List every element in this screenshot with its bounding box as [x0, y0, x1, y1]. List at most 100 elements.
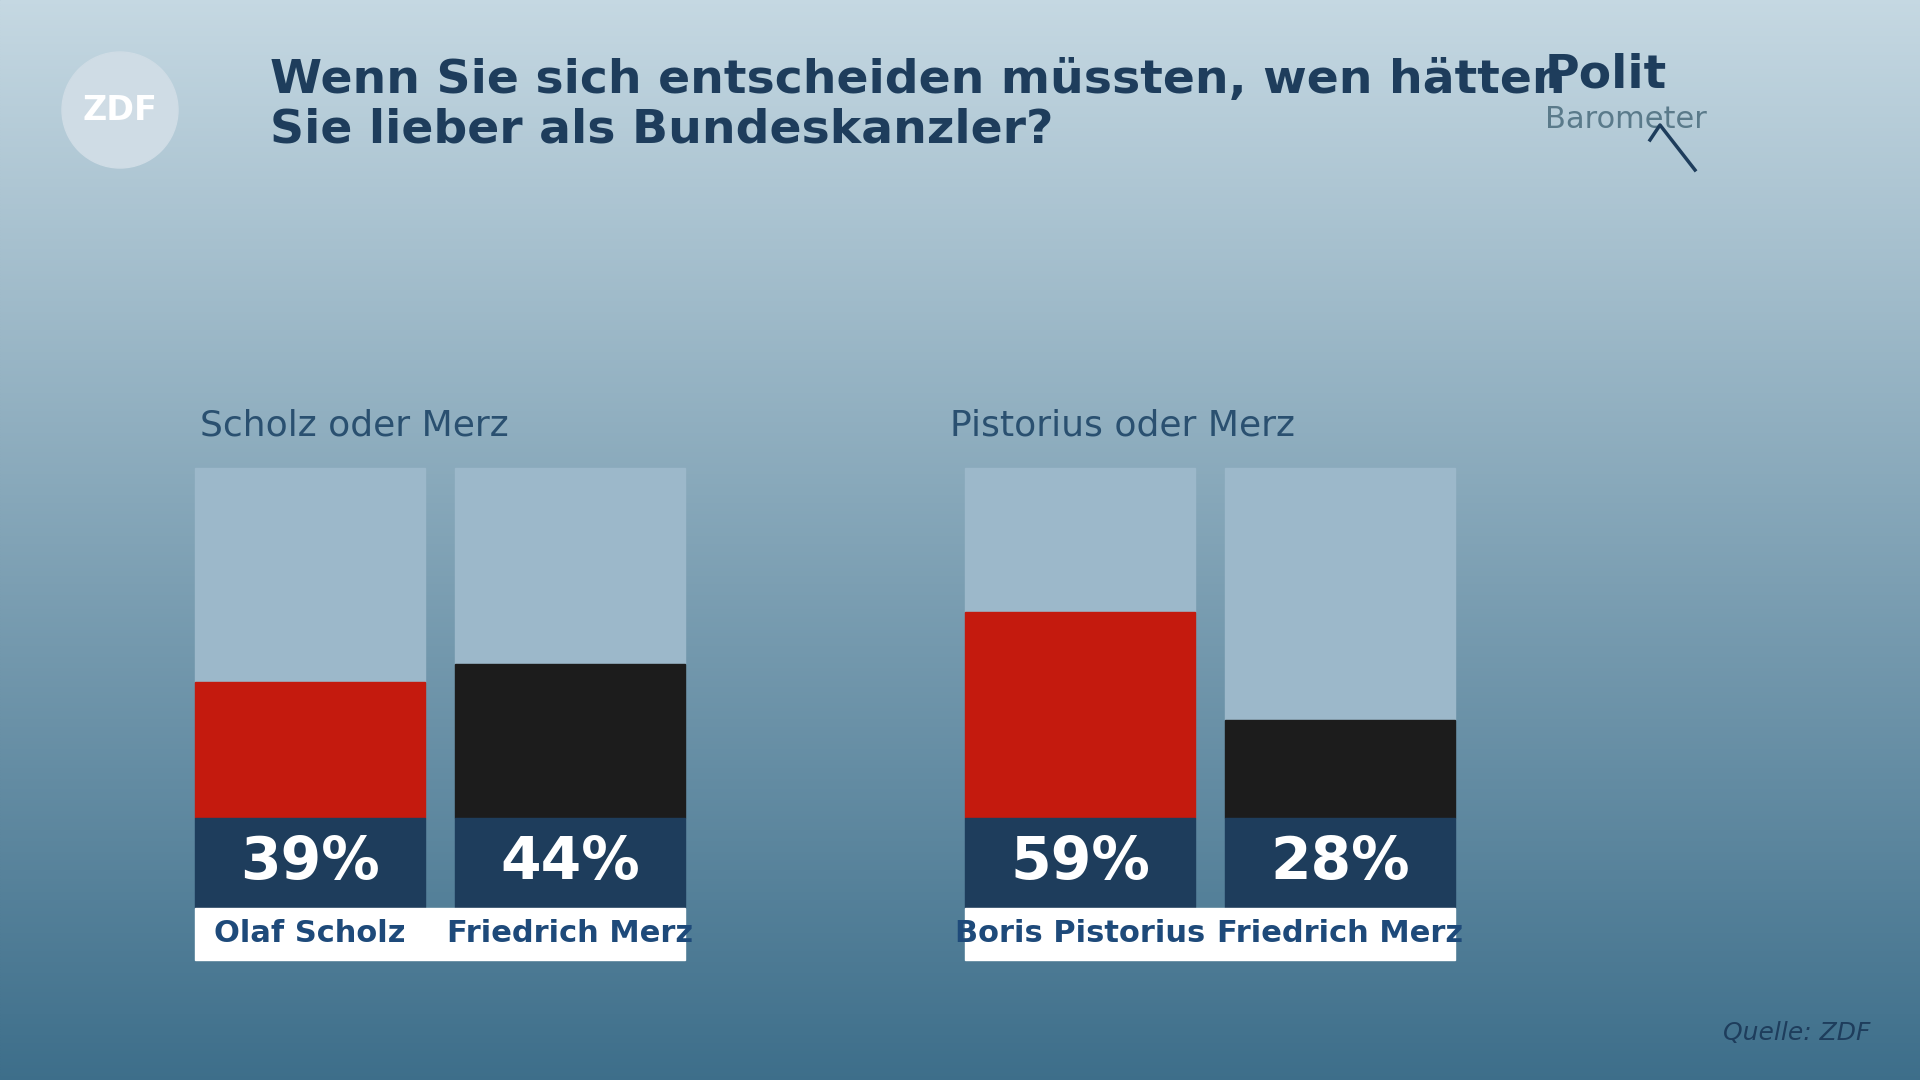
Bar	[0, 473, 1920, 475]
Bar	[0, 203, 1920, 205]
Bar	[0, 348, 1920, 351]
Bar	[0, 113, 1920, 117]
Bar	[0, 570, 1920, 572]
Bar	[0, 1069, 1920, 1071]
Bar	[0, 521, 1920, 524]
Bar	[0, 923, 1920, 926]
Bar	[0, 778, 1920, 780]
Bar	[0, 65, 1920, 67]
Bar	[0, 13, 1920, 16]
Bar	[0, 607, 1920, 610]
Text: 28%: 28%	[1271, 835, 1409, 891]
Bar	[0, 22, 1920, 24]
Bar	[0, 386, 1920, 389]
Bar	[0, 467, 1920, 470]
Bar	[0, 637, 1920, 639]
Bar	[0, 724, 1920, 726]
Bar	[0, 603, 1920, 605]
Bar	[0, 427, 1920, 429]
Bar	[0, 942, 1920, 945]
Bar	[0, 920, 1920, 923]
Bar	[0, 326, 1920, 329]
Bar	[0, 894, 1920, 896]
Bar	[0, 423, 1920, 427]
Bar	[0, 689, 1920, 691]
Bar	[0, 564, 1920, 567]
Bar	[0, 621, 1920, 623]
Bar	[0, 1042, 1920, 1045]
Bar	[0, 929, 1920, 931]
Bar	[0, 32, 1920, 35]
Bar	[0, 866, 1920, 869]
Bar	[0, 251, 1920, 254]
Bar	[0, 686, 1920, 689]
Bar	[0, 445, 1920, 448]
Bar	[0, 157, 1920, 159]
Bar	[0, 297, 1920, 299]
Bar	[0, 313, 1920, 315]
Bar	[0, 248, 1920, 252]
Bar	[0, 319, 1920, 321]
Bar	[0, 1078, 1920, 1080]
Bar	[0, 164, 1920, 167]
Bar	[0, 578, 1920, 581]
Bar	[0, 173, 1920, 175]
Bar	[0, 537, 1920, 540]
Bar	[0, 416, 1920, 418]
Bar	[0, 629, 1920, 632]
Bar	[0, 367, 1920, 369]
Bar	[0, 407, 1920, 410]
Bar	[0, 981, 1920, 983]
Bar	[0, 715, 1920, 718]
Bar	[0, 230, 1920, 232]
Bar	[0, 70, 1920, 72]
Bar	[0, 0, 1920, 3]
Bar	[0, 54, 1920, 56]
Bar	[0, 464, 1920, 467]
Bar	[0, 211, 1920, 213]
Bar	[0, 207, 1920, 211]
Bar	[0, 650, 1920, 653]
Bar	[0, 508, 1920, 510]
Bar	[0, 470, 1920, 473]
Bar	[0, 1075, 1920, 1078]
Bar	[0, 254, 1920, 256]
Bar	[0, 1064, 1920, 1067]
Bar	[0, 842, 1920, 845]
Text: Polit: Polit	[1546, 53, 1667, 97]
Bar	[0, 913, 1920, 916]
Bar	[0, 340, 1920, 343]
Text: 39%: 39%	[240, 835, 380, 891]
Bar	[0, 1013, 1920, 1015]
Bar	[0, 821, 1920, 823]
Bar	[0, 907, 1920, 909]
Bar	[0, 194, 1920, 197]
Text: Sie lieber als Bundeskanzler?: Sie lieber als Bundeskanzler?	[271, 108, 1054, 152]
Bar	[0, 456, 1920, 459]
Bar	[0, 488, 1920, 491]
Bar	[0, 321, 1920, 324]
Bar	[0, 8, 1920, 11]
Bar	[0, 240, 1920, 243]
Bar	[0, 92, 1920, 94]
Bar	[0, 97, 1920, 99]
Bar	[0, 45, 1920, 49]
Bar	[0, 545, 1920, 549]
Bar	[0, 963, 1920, 967]
Bar	[0, 599, 1920, 603]
Bar	[0, 970, 1920, 972]
Bar	[0, 653, 1920, 656]
Bar	[0, 356, 1920, 359]
Bar	[0, 3, 1920, 5]
Bar	[0, 362, 1920, 365]
Bar	[0, 613, 1920, 616]
Bar	[0, 375, 1920, 378]
Bar	[0, 737, 1920, 740]
Bar	[0, 1039, 1920, 1042]
Bar	[0, 855, 1920, 859]
Bar	[0, 170, 1920, 173]
Bar	[0, 837, 1920, 840]
Bar	[0, 132, 1920, 135]
Bar	[0, 1010, 1920, 1013]
Bar	[0, 151, 1920, 153]
